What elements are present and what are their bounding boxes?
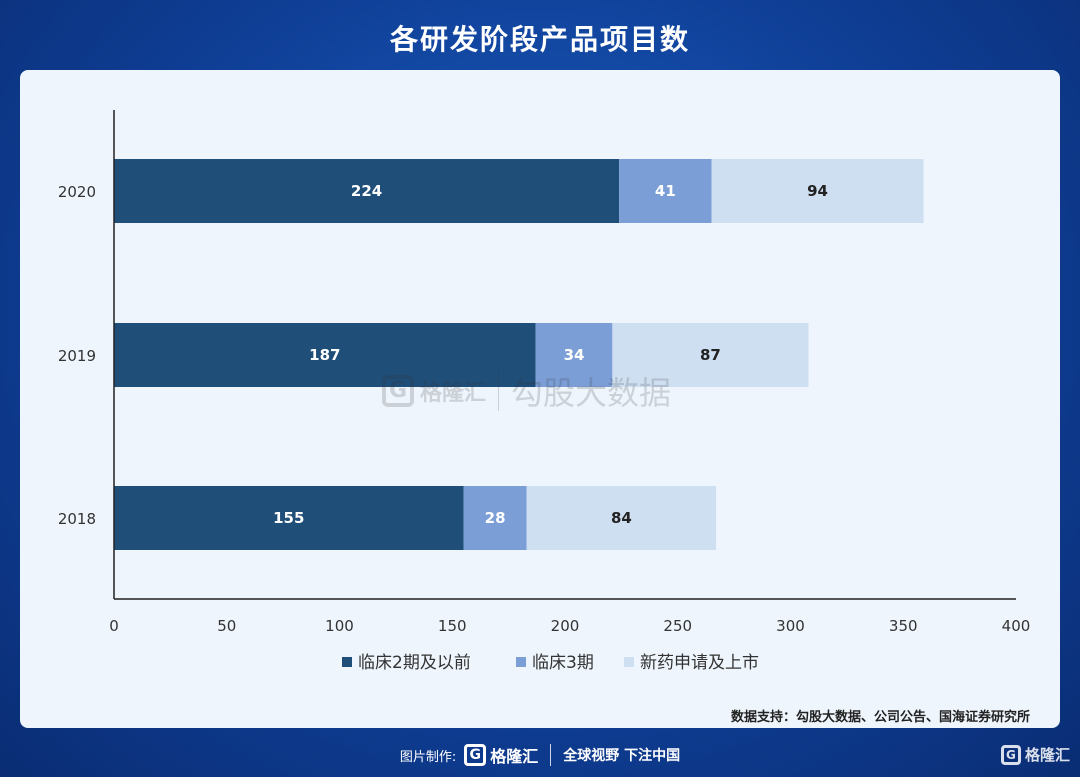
x-tick-label: 250	[663, 617, 692, 635]
x-tick-label: 50	[217, 617, 236, 635]
legend-swatch	[624, 657, 634, 667]
legend-label: 新药申请及上市	[640, 653, 759, 673]
data-label: 155	[273, 509, 304, 527]
data-label: 84	[611, 509, 632, 527]
footer-divider	[550, 744, 552, 766]
corner-logo-icon: G	[1000, 744, 1021, 765]
bar-2018-series-2	[526, 486, 717, 550]
x-tick-label: 150	[438, 617, 467, 635]
data-label: 187	[309, 346, 340, 364]
bar-2020-series-2	[711, 159, 924, 223]
bar-2018-series-1	[463, 486, 527, 550]
y-tick-label: 2018	[58, 510, 96, 528]
data-label: 34	[564, 346, 585, 364]
stacked-bar-chart: 224 41 94 2020 187 34 87 2019 155 28 84 2018 0 50 100 1…	[58, 110, 1031, 673]
footer-logo-icon: G	[464, 744, 487, 766]
footer-slogan: 全球视野 下注中国	[563, 748, 681, 764]
footer-made-by: 图片制作:	[399, 749, 457, 765]
legend-swatch	[516, 657, 526, 667]
chart-title: 各研发阶段产品项目数	[389, 23, 690, 56]
corner-logo: G 格隆汇	[1000, 744, 1070, 765]
x-tick-label: 350	[889, 617, 918, 635]
data-label: 28	[485, 509, 506, 527]
watermark-brand: 格隆汇	[420, 381, 487, 406]
chart-panel: 224 41 94 2020 187 34 87 2019 155 28 84 2018 0 50 100 1…	[20, 70, 1060, 728]
legend-swatch	[342, 657, 352, 667]
corner-brand: 格隆汇	[1024, 746, 1070, 764]
watermark-divider	[498, 371, 500, 411]
x-tick-label: 300	[776, 617, 805, 635]
bar-2019-series-1	[535, 323, 613, 387]
data-label: 87	[700, 346, 721, 364]
footer: 图片制作: G 格隆汇 全球视野 下注中国	[0, 738, 1080, 772]
y-tick-label: 2020	[58, 183, 96, 201]
source-note: 数据支持：勾股大数据、公司公告、国海证券研究所	[730, 710, 1030, 725]
data-label: 224	[351, 182, 382, 200]
x-tick-label: 0	[109, 617, 119, 635]
data-label: 41	[655, 182, 676, 200]
legend-label: 临床3期	[532, 653, 594, 673]
x-tick-label: 100	[325, 617, 354, 635]
x-tick-label: 400	[1002, 617, 1031, 635]
legend-label: 临床2期及以前	[358, 653, 471, 673]
bar-2020-series-1	[619, 159, 712, 223]
watermark-text: 勾股大数据	[511, 374, 672, 412]
bar-2019-series-0	[114, 323, 536, 387]
footer-brand: 格隆汇	[490, 747, 539, 766]
watermark-logo-icon: G	[382, 375, 414, 407]
bar-2018-series-0	[114, 486, 464, 550]
bar-2020-series-0	[114, 159, 620, 223]
y-tick-label: 2019	[58, 347, 96, 365]
x-tick-label: 200	[551, 617, 580, 635]
watermark: G 格隆汇 勾股大数据	[382, 368, 671, 414]
data-label: 94	[807, 182, 828, 200]
bar-2019-series-2	[612, 323, 809, 387]
footer-logo: G 格隆汇	[464, 743, 538, 767]
